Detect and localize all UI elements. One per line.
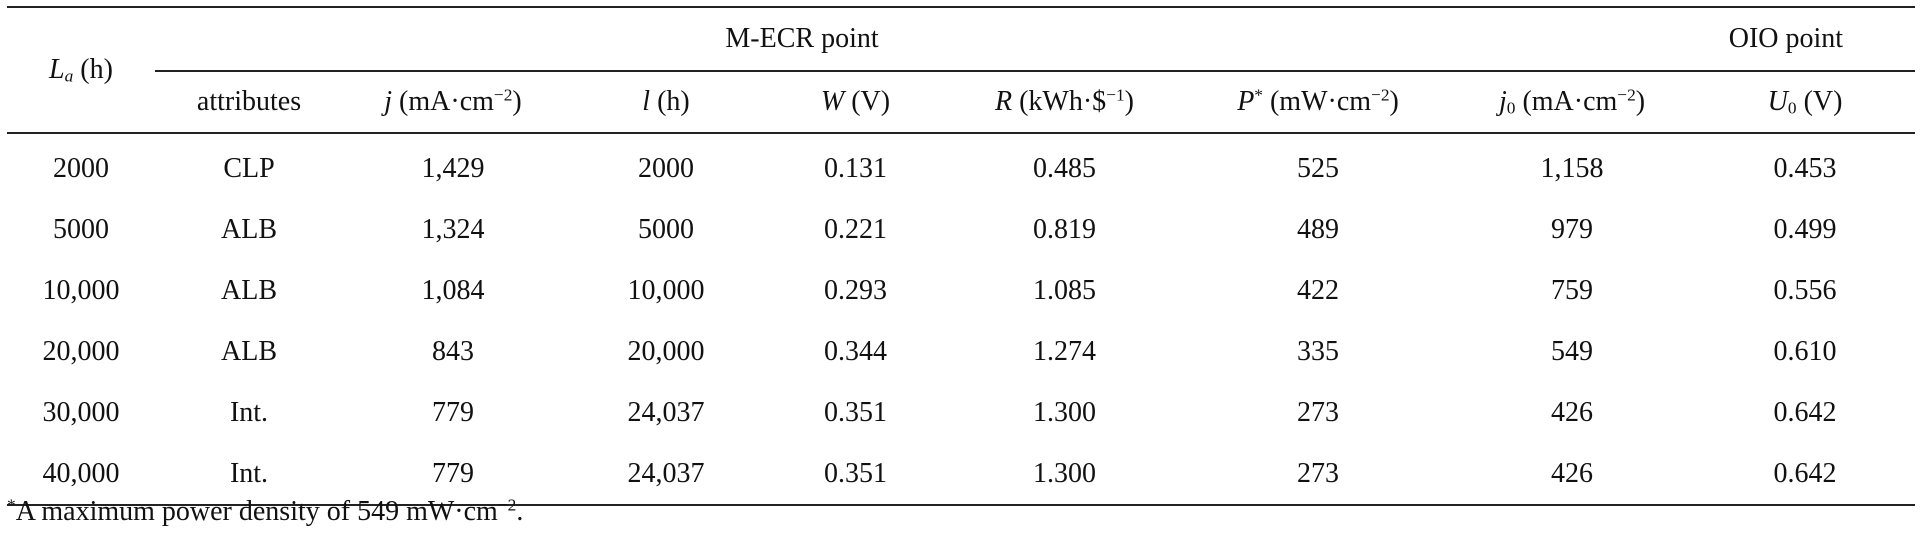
- cell-attributes: Int.: [229, 396, 269, 428]
- cell-p: 525: [1297, 152, 1340, 184]
- cell-attributes: ALB: [221, 274, 277, 306]
- cell-l: 24,037: [563, 443, 769, 506]
- cell-la: 30,000: [42, 396, 120, 428]
- header-oio-point: OIO point: [1449, 6, 1916, 72]
- header-r: R (kWh·$−1): [942, 71, 1187, 134]
- cell-j: 1,324: [421, 213, 485, 245]
- cell-attributes: CLP: [223, 152, 275, 184]
- header-j: j (mA·cm−2): [343, 71, 563, 134]
- header-l: l (h): [563, 71, 769, 134]
- cell-la: 40,000: [7, 443, 155, 506]
- cell-la: 10,000: [42, 274, 120, 306]
- table-footnote: *A maximum power density of 549 mW·cm−2.: [7, 496, 523, 528]
- cell-r: 1.300: [1033, 396, 1096, 428]
- header-row-groups: La (h) M-ECR point OIO point: [7, 6, 1916, 134]
- cell-l: 10,000: [627, 274, 705, 306]
- header-mecr-point: M-ECR point: [155, 6, 1450, 72]
- cell-u0: 0.642: [1695, 443, 1916, 506]
- table-row: 40,000 Int. 779 24,037 0.351 1.300 273 4…: [7, 443, 1916, 506]
- cell-la: 5000: [53, 213, 109, 245]
- cell-w: 0.351: [769, 443, 942, 506]
- cell-w: 0.131: [824, 152, 887, 184]
- cell-attributes: ALB: [221, 335, 277, 367]
- cell-attributes: ALB: [221, 213, 277, 245]
- table-row: 20,000 ALB 843 20,000 0.344 1.274 335 54…: [7, 321, 1915, 382]
- la-subscript: a: [64, 66, 74, 86]
- cell-attributes: Int.: [155, 443, 343, 506]
- results-table: La (h) M-ECR point OIO point attributes …: [7, 6, 1916, 506]
- cell-u0: 0.610: [1773, 335, 1837, 367]
- cell-j: 779: [343, 443, 563, 506]
- cell-r: 1.085: [1033, 274, 1096, 306]
- footnote-end: .: [516, 496, 524, 527]
- cell-j: 779: [432, 396, 474, 428]
- cell-u0: 0.556: [1773, 274, 1837, 306]
- cell-la: 20,000: [42, 335, 120, 367]
- cell-p: 273: [1187, 443, 1450, 506]
- header-p: P* (mW·cm−2): [1187, 71, 1450, 134]
- cell-j0: 549: [1551, 335, 1594, 367]
- table-row: 30,000 Int. 779 24,037 0.351 1.300 273 4…: [7, 382, 1915, 443]
- cell-j0: 979: [1551, 213, 1594, 245]
- cell-p: 489: [1297, 213, 1340, 245]
- footnote-marker: *: [7, 495, 16, 515]
- cell-p: 335: [1297, 335, 1340, 367]
- table-row: 10,000 ALB 1,084 10,000 0.293 1.085 422 …: [7, 260, 1915, 321]
- header-row-columns: attributes j (mA·cm−2) l (h) W (V) R (kW…: [7, 71, 1916, 134]
- header-attributes: attributes: [155, 71, 343, 134]
- table-row: 5000 ALB 1,324 5000 0.221 0.819 489 979 …: [7, 199, 1915, 260]
- cell-la: 2000: [53, 152, 109, 184]
- cell-p: 422: [1297, 274, 1340, 306]
- cell-w: 0.344: [824, 335, 887, 367]
- cell-j0: 1,158: [1540, 152, 1604, 184]
- cell-l: 20,000: [627, 335, 705, 367]
- cell-w: 0.293: [824, 274, 887, 306]
- header-la: La (h): [7, 6, 155, 134]
- cell-j0: 426: [1551, 396, 1594, 428]
- cell-j: 1,429: [421, 152, 485, 184]
- cell-l: 2000: [638, 152, 694, 184]
- la-unit: (h): [73, 54, 113, 85]
- cell-l: 5000: [638, 213, 694, 245]
- cell-p: 273: [1297, 396, 1340, 428]
- cell-r: 1.274: [1033, 335, 1096, 367]
- table-row: 2000 CLP 1,429 2000 0.131 0.485 525 1,15…: [7, 133, 1915, 199]
- header-w: W (V): [769, 71, 942, 134]
- cell-u0: 0.453: [1773, 152, 1837, 184]
- footnote-text: A maximum power density of 549 mW·cm: [15, 496, 498, 527]
- cell-j0: 759: [1551, 274, 1594, 306]
- cell-j: 843: [432, 335, 474, 367]
- cell-r: 1.300: [942, 443, 1187, 506]
- header-j0: j0 (mA·cm−2): [1449, 71, 1696, 134]
- cell-u0: 0.499: [1773, 213, 1837, 245]
- cell-l: 24,037: [627, 396, 705, 428]
- footnote-exponent: −2: [497, 495, 517, 515]
- cell-j0: 426: [1449, 443, 1696, 506]
- cell-w: 0.221: [824, 213, 887, 245]
- cell-r: 0.485: [1033, 152, 1096, 184]
- header-u0: U0 (V): [1695, 71, 1916, 134]
- cell-j: 1,084: [421, 274, 485, 306]
- cell-w: 0.351: [824, 396, 887, 428]
- cell-r: 0.819: [1033, 213, 1096, 245]
- cell-u0: 0.642: [1773, 396, 1837, 428]
- la-symbol: L: [49, 54, 65, 85]
